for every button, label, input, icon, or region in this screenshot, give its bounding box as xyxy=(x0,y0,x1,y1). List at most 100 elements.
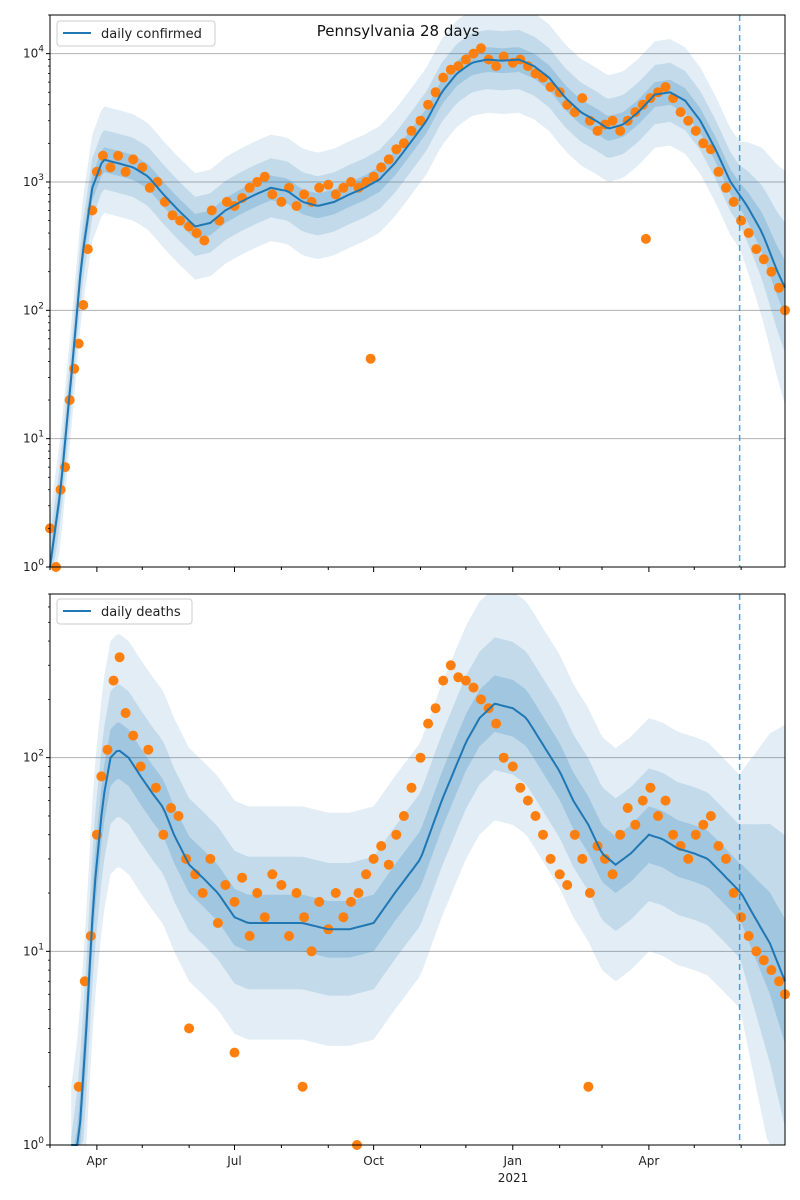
observed-point xyxy=(338,912,349,923)
confirmed-model-line xyxy=(49,58,786,568)
observed-point xyxy=(173,811,184,821)
observed-point xyxy=(114,652,125,663)
deaths-x-ticks: Apr Jul Oct Jan Apr xyxy=(49,1145,742,1168)
observed-point xyxy=(491,61,502,72)
observed-point xyxy=(346,177,356,187)
observed-point xyxy=(229,896,240,907)
observed-point xyxy=(562,99,573,110)
observed-point xyxy=(438,675,449,686)
observed-point xyxy=(368,171,379,182)
observed-point xyxy=(430,703,441,714)
observed-point xyxy=(622,803,633,813)
observed-point xyxy=(376,841,387,851)
observed-point xyxy=(199,235,210,246)
observed-point xyxy=(637,795,648,806)
observed-point xyxy=(615,125,626,136)
observed-point xyxy=(545,853,556,864)
observed-point xyxy=(562,880,573,890)
observed-point xyxy=(545,82,556,92)
observed-point xyxy=(167,210,178,221)
observed-point xyxy=(166,803,176,813)
uncertainty-band xyxy=(71,637,785,1145)
observed-point xyxy=(323,179,334,190)
observed-point xyxy=(453,672,464,683)
observed-point xyxy=(346,896,356,907)
observed-point xyxy=(237,872,248,883)
observed-point xyxy=(415,752,426,763)
observed-point xyxy=(498,752,509,763)
uncertainty-band xyxy=(50,15,785,567)
observed-point xyxy=(406,782,417,793)
observed-point xyxy=(365,353,376,364)
observed-point xyxy=(299,189,310,200)
observed-point xyxy=(675,107,686,118)
observed-point xyxy=(267,869,278,880)
observed-point xyxy=(128,730,139,741)
observed-point xyxy=(774,976,784,987)
observed-point xyxy=(660,795,671,806)
observed-point xyxy=(120,166,131,177)
observed-point xyxy=(538,829,548,840)
confirmed-legend: daily confirmed xyxy=(56,20,216,47)
deaths-observed-points xyxy=(73,652,790,1150)
observed-point xyxy=(705,811,716,821)
observed-point xyxy=(128,154,139,165)
observed-point xyxy=(150,782,161,793)
observed-point xyxy=(438,72,449,83)
observed-point xyxy=(577,93,588,104)
observed-point xyxy=(554,869,565,880)
confirmed-plot-area xyxy=(50,15,785,567)
observed-point xyxy=(284,931,294,941)
confirmed-axes-frame xyxy=(49,14,786,568)
deaths-legend-box xyxy=(56,598,193,625)
observed-point xyxy=(144,182,155,193)
observed-point xyxy=(774,282,784,293)
observed-point xyxy=(97,150,108,161)
observed-point xyxy=(423,718,434,729)
deaths-uncertainty-bands xyxy=(71,594,785,1145)
observed-point xyxy=(391,144,402,155)
uncertainty-band xyxy=(50,29,785,567)
observed-point xyxy=(498,51,509,62)
observed-point xyxy=(361,869,372,880)
observed-point xyxy=(515,782,526,793)
observed-point xyxy=(338,182,349,193)
x-tick-label: Apr xyxy=(86,1154,107,1168)
observed-point xyxy=(158,829,169,840)
observed-point xyxy=(690,829,701,840)
observed-point xyxy=(653,811,663,821)
observed-point xyxy=(73,338,84,349)
observed-point xyxy=(468,48,479,59)
observed-point xyxy=(229,1047,240,1058)
observed-point xyxy=(398,138,409,149)
observed-point xyxy=(660,82,671,92)
x-tick-label: Oct xyxy=(363,1154,384,1168)
observed-point xyxy=(330,888,341,898)
observed-point xyxy=(314,896,325,907)
observed-point xyxy=(353,888,364,898)
observed-point xyxy=(259,171,270,182)
observed-point xyxy=(736,215,747,226)
observed-point xyxy=(398,811,409,821)
observed-point xyxy=(751,244,762,255)
observed-point xyxy=(453,61,464,72)
observed-point xyxy=(698,819,709,830)
observed-point xyxy=(592,125,603,136)
observed-point xyxy=(143,744,154,755)
observed-point xyxy=(607,869,618,880)
observed-point xyxy=(205,853,216,864)
observed-point xyxy=(82,244,93,255)
observed-point xyxy=(630,107,641,118)
x-year-label: 2021 xyxy=(498,1171,529,1185)
observed-point xyxy=(221,196,232,207)
observed-point xyxy=(368,853,379,864)
observed-point xyxy=(212,918,223,928)
deaths-plot-area xyxy=(50,594,785,1145)
observed-point xyxy=(184,1023,195,1034)
model-line-path xyxy=(49,58,786,568)
observed-point xyxy=(766,266,777,277)
observed-point xyxy=(600,853,610,864)
observed-point xyxy=(530,811,541,821)
